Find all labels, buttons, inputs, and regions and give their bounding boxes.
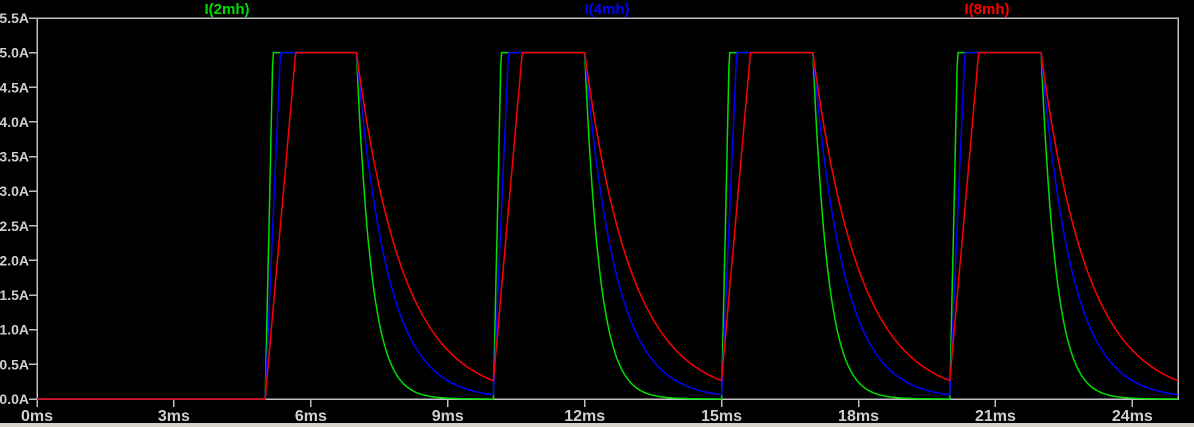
x-tick-label: 21ms bbox=[975, 408, 1016, 425]
x-tick-label: 12ms bbox=[564, 408, 605, 425]
x-tick-label: 18ms bbox=[838, 408, 879, 425]
y-tick-label: 0.0A bbox=[0, 391, 29, 407]
y-tick-label: 1.0A bbox=[0, 322, 29, 338]
y-tick-label: 2.5A bbox=[0, 218, 29, 234]
window-edge-strip bbox=[0, 423, 1194, 427]
trace-i2mh bbox=[37, 51, 1178, 400]
trace-i4mh bbox=[37, 51, 1179, 400]
y-tick-label: 2.0A bbox=[0, 252, 29, 268]
x-tick-label: 6ms bbox=[295, 408, 327, 425]
plot-border bbox=[36, 17, 1179, 400]
y-tick-label: 5.0A bbox=[0, 45, 29, 61]
x-tick-label: 3ms bbox=[158, 408, 190, 425]
y-tick-label: 4.0A bbox=[0, 114, 29, 130]
y-tick-label: 3.5A bbox=[0, 149, 29, 165]
x-tick-label: 0ms bbox=[21, 408, 53, 425]
y-tick-label: 0.5A bbox=[0, 356, 29, 372]
y-tick-label: 1.5A bbox=[0, 287, 29, 303]
x-tick-label: 9ms bbox=[432, 408, 464, 425]
trace-label-i8mh[interactable]: I(8mh) bbox=[964, 1, 1010, 18]
y-tick-label: 3.0A bbox=[0, 183, 29, 199]
y-tick-label: 4.5A bbox=[0, 79, 29, 95]
trace-i8mh bbox=[37, 51, 1179, 400]
y-tick-label: 5.5A bbox=[0, 10, 29, 26]
x-tick-label: 15ms bbox=[701, 408, 742, 425]
x-tick-label: 24ms bbox=[1112, 408, 1153, 425]
trace-label-i2mh[interactable]: I(2mh) bbox=[204, 1, 250, 18]
trace-label-i4mh[interactable]: I(4mh) bbox=[584, 1, 630, 18]
